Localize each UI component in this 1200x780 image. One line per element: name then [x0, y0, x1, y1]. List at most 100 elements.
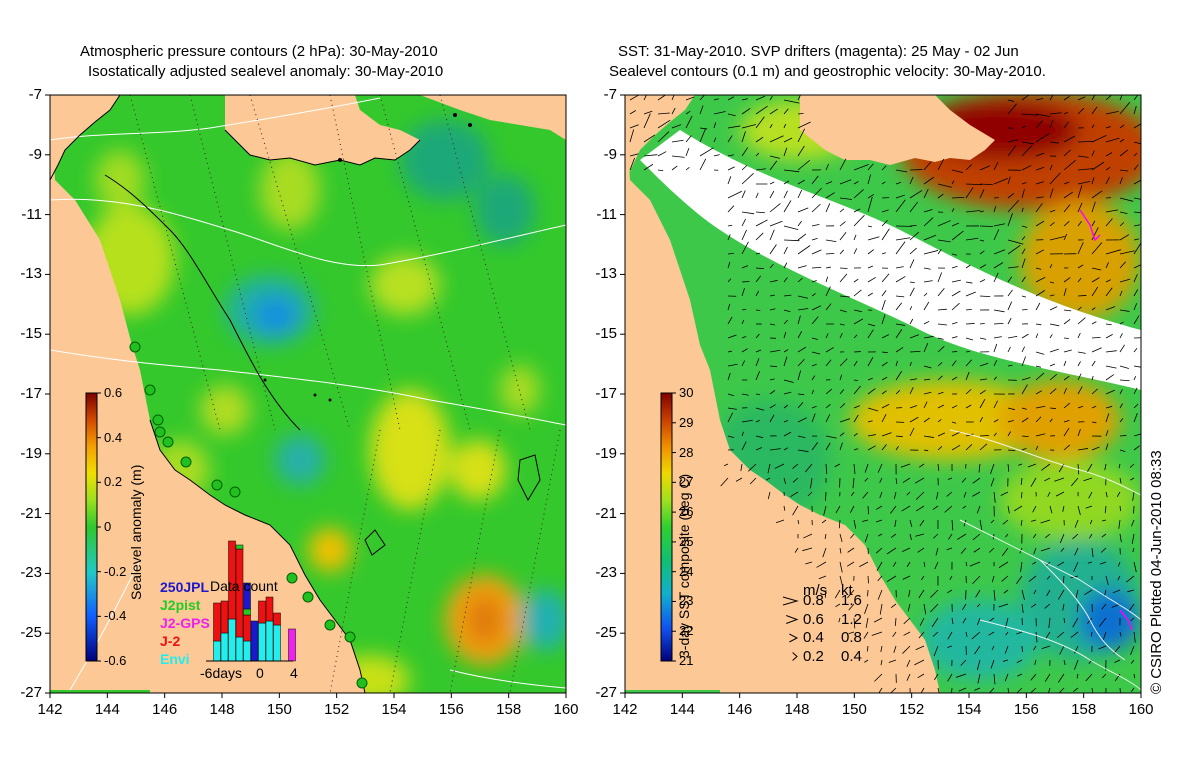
velocity-arrow — [976, 659, 981, 671]
velocity-arrow — [741, 431, 744, 437]
y-tick-label: -27 — [20, 684, 42, 701]
png-north-left — [420, 95, 566, 140]
velocity-arrow — [1091, 421, 1097, 424]
velocity-arrow — [867, 434, 876, 437]
velocity-arrow — [657, 151, 667, 157]
velocity-arrow — [1133, 274, 1138, 283]
velocity-arrow — [877, 575, 883, 582]
velocity-arrow — [741, 211, 755, 215]
velocity-arrow — [792, 477, 799, 483]
velocity-arrow — [699, 147, 714, 157]
velocity-arrow — [1077, 202, 1083, 213]
velocity-arrow — [1035, 445, 1039, 451]
velocity-arrow — [755, 116, 765, 129]
velocity-arrow — [1063, 95, 1070, 101]
velocity-arrow — [958, 687, 967, 692]
velocity-arrow — [741, 241, 749, 255]
velocity-arrow — [993, 589, 996, 601]
velocity-arrow — [1105, 306, 1116, 311]
velocity-arrow — [1119, 449, 1126, 453]
x-tick-label: 142 — [37, 701, 63, 718]
velocity-arrow — [1063, 349, 1072, 353]
velocity-arrow — [1002, 519, 1009, 525]
velocity-arrow — [825, 491, 827, 501]
x-tick-label: 150 — [266, 701, 292, 718]
velocity-arrow — [735, 477, 743, 482]
velocity-arrow — [1077, 317, 1086, 325]
velocity-arrow — [811, 413, 816, 423]
velocity-arrow — [849, 505, 855, 514]
velocity-arrow — [979, 189, 985, 199]
velocity-arrow — [1035, 120, 1043, 129]
velocity-arrow — [931, 617, 939, 628]
velocity-arrow — [797, 121, 811, 129]
velocity-arrow — [1021, 141, 1035, 145]
velocity-arrow — [877, 463, 883, 473]
velocity-arrow — [864, 533, 869, 543]
velocity-arrow — [965, 183, 982, 186]
velocity-arrow — [1130, 645, 1135, 656]
velocity-arrow — [1098, 617, 1107, 627]
velocity-arrow — [1001, 547, 1009, 557]
velocity-arrow — [1049, 95, 1054, 101]
velocity-arrow — [937, 272, 943, 283]
velocity-arrow — [848, 603, 855, 611]
velocity-arrow — [1119, 379, 1130, 382]
colorbar-tick-label: 29 — [679, 414, 694, 430]
colorbar-tick-label: 30 — [679, 385, 694, 400]
velocity-arrow — [727, 166, 735, 171]
velocity-arrow — [1119, 321, 1124, 325]
velocity-arrow — [1059, 533, 1065, 544]
velocity-arrow — [1084, 589, 1093, 596]
velocity-arrow — [727, 412, 734, 423]
velocity-arrow — [839, 403, 846, 409]
data-count-bar — [243, 614, 251, 642]
velocity-arrow — [853, 164, 869, 171]
velocity-arrow — [961, 603, 967, 611]
velocity-arrow — [839, 418, 851, 423]
velocity-arrow — [1062, 603, 1065, 611]
velocity-arrow — [643, 113, 651, 129]
velocity-arrow — [965, 404, 972, 409]
velocity-arrow — [1007, 276, 1013, 283]
y-tick-label: -15 — [595, 325, 617, 343]
x-tick-label: 144 — [94, 701, 120, 718]
velocity-arrow — [1063, 288, 1067, 297]
velocity-arrow — [1049, 373, 1058, 381]
colorbar-tick-label: 0.4 — [104, 429, 123, 445]
velocity-arrow — [902, 477, 911, 483]
velocity-arrow — [951, 222, 960, 227]
y-tick-label: -7 — [603, 86, 617, 103]
velocity-arrow — [657, 119, 671, 129]
velocity-arrow — [1063, 387, 1067, 395]
velocity-arrow — [951, 444, 961, 451]
x-tick-label: 156 — [438, 701, 464, 718]
velocity-arrow — [629, 124, 639, 129]
velocity-arrow — [920, 575, 925, 581]
velocity-arrow — [1063, 160, 1076, 171]
velocity-arrow — [951, 196, 965, 199]
velocity-arrow — [1021, 276, 1026, 283]
velocity-arrow — [822, 547, 827, 558]
velocity-arrow — [1105, 262, 1109, 269]
velocity-arrow — [769, 279, 778, 283]
velocity-arrow — [1035, 97, 1044, 101]
velocity-arrow — [937, 308, 947, 311]
velocity-arrow — [1114, 659, 1121, 663]
velocity-arrow — [1040, 547, 1051, 552]
left-colorbar-ticks — [97, 392, 101, 662]
velocity-arrow — [755, 211, 765, 214]
velocity-legend-ms: 0.4 — [803, 629, 824, 646]
velocity-arrow — [699, 128, 706, 143]
velocity-arrow — [769, 108, 778, 115]
velocity-arrow — [1119, 138, 1125, 143]
velocity-arrow — [769, 378, 775, 381]
velocity-arrow — [749, 477, 757, 485]
velocity-arrow — [755, 267, 764, 270]
velocity-arrow — [1018, 463, 1023, 466]
data-count-bar — [243, 608, 251, 616]
velocity-arrow — [1077, 448, 1089, 451]
velocity-arrow — [792, 463, 799, 469]
velocity-arrow — [923, 250, 939, 255]
velocity-arrow — [1021, 356, 1026, 367]
